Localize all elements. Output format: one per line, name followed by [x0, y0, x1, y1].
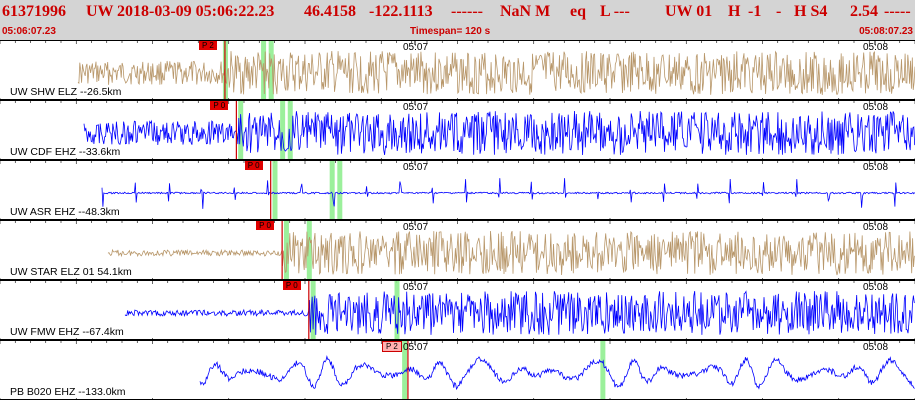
phase-marker [394, 281, 400, 339]
minute-tick-label: 05:08 [863, 342, 889, 353]
p-pick-flag[interactable]: P 0 [282, 281, 301, 290]
station-channel-label: UW STAR ELZ 01 54.1km [10, 266, 132, 278]
minute-tick-label: 05:08 [863, 222, 889, 233]
location-code: L --- [600, 3, 630, 20]
event-header: 61371996 UW 2018-03-09 05:06:22.23 46.41… [0, 0, 915, 40]
seismogram-trace [124, 290, 915, 335]
waveform-panel[interactable]: P 0 05:07 05:08 UW ASR EHZ --48.3km [0, 160, 915, 220]
rms-dashes: ----- [884, 3, 911, 20]
timespan: Timespan= 120 s [410, 26, 491, 37]
event-network: UW [86, 3, 114, 20]
phase-marker [306, 221, 312, 279]
quality-flag: H [728, 3, 741, 20]
minute-tick-label: 05:08 [863, 162, 889, 173]
phase-marker [337, 161, 343, 219]
phase-marker [600, 341, 606, 399]
separator: - [776, 3, 782, 20]
minute-tick-label: 05:07 [403, 342, 429, 353]
p-pick-flag[interactable]: P 2 [198, 41, 217, 50]
minute-tick-label: 05:07 [403, 42, 429, 53]
minute-tick-label: 05:08 [863, 102, 889, 113]
p-pick-flag[interactable]: P 0 [256, 221, 274, 230]
station-channel-label: PB B020 EHZ --133.0km [10, 386, 126, 398]
minute-tick-label: 05:08 [863, 42, 889, 53]
solution: H S4 [794, 3, 828, 20]
phase-marker [310, 281, 316, 339]
phase-marker [268, 41, 274, 99]
minute-tick-label: 05:07 [403, 222, 429, 233]
waveform-canvas [0, 341, 915, 399]
minute-tick-label: 05:07 [403, 282, 429, 293]
waveform-panel[interactable]: P 0 05:07 05:08 UW FMW EHZ --67.4km [0, 280, 915, 340]
seismogram-trace [107, 230, 915, 276]
rms: 2.54 [850, 3, 878, 20]
station-channel-label: UW FMW EHZ --67.4km [10, 326, 124, 338]
p-pick-flag[interactable]: P 2 [381, 341, 402, 352]
time-range-line: 05:06:07.23 Timespan= 120 s 05:08:07.23 [0, 26, 915, 39]
waveform-canvas [0, 221, 915, 279]
phase-marker [280, 101, 286, 159]
seismogram-trace [199, 354, 915, 391]
waveform-panel[interactable]: P 0 05:07 05:08 UW STAR ELZ 01 54.1km [0, 220, 915, 280]
origin-datetime: 2018-03-09 05:06:22.23 [117, 3, 275, 20]
end-time: 05:08:07.23 [859, 26, 913, 37]
waveform-panel[interactable]: P 0 05:07 05:08 UW CDF EHZ --33.6km [0, 100, 915, 160]
minute-tick-label: 05:07 [403, 102, 429, 113]
event-type: eq [570, 3, 586, 20]
phase-marker [283, 221, 289, 279]
minute-tick-label: 05:08 [863, 282, 889, 293]
station-channel-label: UW SHW ELZ --26.5km [10, 86, 122, 98]
waveform-canvas [0, 41, 915, 99]
p-pick-flag[interactable]: P 0 [244, 161, 263, 170]
phase-marker [329, 161, 335, 219]
waveform-canvas [0, 281, 915, 339]
start-time: 05:06:07.23 [2, 26, 56, 37]
waveform-panel[interactable]: P 2 05:07 05:08 PB B020 EHZ --133.0km [0, 340, 915, 400]
waveform-canvas [0, 161, 915, 219]
p-pick-flag[interactable]: P 0 [210, 101, 229, 110]
phase-marker [287, 101, 293, 159]
minute-tick-label: 05:07 [403, 162, 429, 173]
gap: -1 [748, 3, 762, 20]
phase-marker [238, 101, 244, 159]
depth: ------ [451, 3, 483, 20]
seismogram-trace [83, 110, 915, 156]
magnitude: NaN M [500, 3, 551, 20]
station-channel-label: UW CDF EHZ --33.6km [10, 146, 121, 158]
latitude: 46.4158 [304, 3, 356, 20]
event-id: 61371996 [2, 3, 66, 20]
waveform-panel[interactable]: P 2 05:07 05:08 UW SHW ELZ --26.5km [0, 40, 915, 100]
seismogram-trace [77, 50, 915, 95]
station-channel-label: UW ASR EHZ --48.3km [10, 206, 120, 218]
author-net: UW 01 [665, 3, 713, 20]
seismogram-trace [101, 178, 915, 209]
phase-marker [402, 341, 408, 399]
longitude: -122.1113 [369, 3, 433, 20]
phase-marker [272, 161, 278, 219]
waveform-panels: P 2 05:07 05:08 UW SHW ELZ --26.5km P 0 05:07… [0, 40, 915, 400]
waveform-canvas [0, 101, 915, 159]
